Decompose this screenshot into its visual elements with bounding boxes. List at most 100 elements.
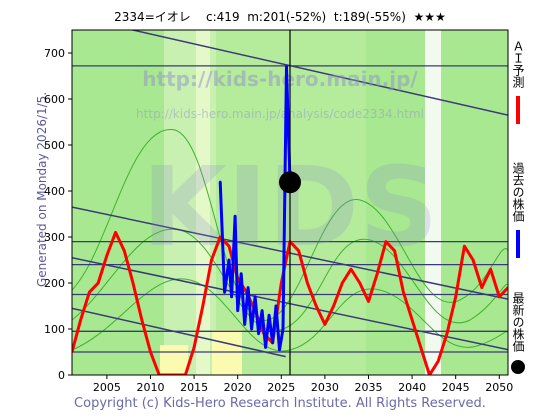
legend-past-label: 過去の株価 [511, 162, 525, 222]
series-0-point-31 [341, 281, 344, 285]
series-0-point-5 [114, 231, 117, 234]
pale-gap-2 [425, 30, 441, 375]
x-tick-label-5: 2030 [311, 381, 339, 394]
x-tick-label-4: 2025 [267, 381, 295, 394]
x-tick-label-8: 2045 [442, 381, 470, 394]
series-0-point-15 [201, 304, 204, 308]
watermark-url: http://kids-hero.main.jp/ [142, 67, 418, 91]
yellow-band-1 [160, 345, 188, 375]
series-0-point-26 [297, 249, 300, 252]
series-0-point-14 [192, 346, 196, 349]
series-1-point-16 [274, 304, 278, 308]
x-tick-label-1: 2010 [136, 381, 164, 394]
series-0-point-17 [219, 235, 222, 239]
series-0-point-6 [123, 249, 126, 252]
series-0-point-18 [227, 245, 231, 248]
chart-header: 2334=イオレ c:419 m:201(-52%) t:189(-55%) ★… [0, 8, 560, 25]
series-0-point-36 [384, 240, 388, 243]
x-axis: 2005 2010 2015 2020 2025 2030 2035 2040 2045 2050 [93, 375, 513, 394]
series-0-point-42 [437, 360, 440, 363]
max-value: m:201(-52%) [247, 10, 327, 24]
legend-ai-label: ＡＩ予測 [511, 40, 525, 88]
series-0-point-34 [367, 300, 370, 303]
series-0-point-7 [131, 281, 135, 285]
series-1-point-14 [267, 314, 271, 317]
series-1-point-0 [219, 180, 222, 183]
current-price: c:419 [206, 10, 240, 24]
legend-ai: ＡＩ予測 [510, 40, 527, 124]
rating-stars: ★★★ [413, 10, 446, 24]
series-0-point-47 [480, 286, 484, 289]
series-0-point-44 [454, 295, 457, 298]
series-0-point-40 [419, 346, 422, 349]
series-1-point-2 [227, 258, 231, 262]
y-tick-label-6: 600 [44, 93, 65, 106]
legend-latest: 最新の株価 [510, 292, 527, 374]
series-1-point-4 [233, 215, 237, 218]
series-0-point-46 [471, 258, 475, 262]
x-tick-label-2: 2015 [180, 381, 208, 394]
y-tick-label-5: 500 [44, 139, 65, 152]
legend-past: 過去の株価 [510, 162, 527, 258]
series-0-point-33 [358, 281, 361, 285]
plot-frame [71, 29, 509, 376]
series-1-point-18 [281, 327, 285, 331]
forecast-bands [72, 30, 508, 375]
y-axis: 0 100 200 300 400 500 600 700 [44, 47, 72, 382]
series-0-point-3 [96, 281, 100, 285]
x-tick-label-6: 2035 [354, 381, 382, 394]
series-0-point-27 [306, 281, 309, 285]
series-0-point-49 [498, 295, 501, 298]
legend-latest-dot [511, 359, 525, 374]
series-0-point-29 [323, 323, 327, 326]
series-0-point-1 [79, 318, 82, 321]
series-1-point-11 [257, 332, 260, 335]
series-0-point-4 [105, 254, 109, 257]
target-value: t:189(-55%) [333, 10, 406, 24]
series-0-point-43 [445, 332, 449, 335]
series-1-point-3 [230, 295, 233, 298]
series-1-point-17 [278, 348, 281, 351]
series-0-point-16 [210, 258, 213, 262]
series-1-point-6 [239, 272, 243, 275]
series-0-point-2 [88, 291, 91, 294]
series-1-point-13 [264, 346, 267, 349]
band-center [216, 30, 366, 375]
legend-past-swatch [516, 229, 520, 258]
x-tick-label-9: 2050 [485, 381, 513, 394]
y-tick-label-1: 100 [44, 323, 65, 336]
latest-price-marker [279, 171, 301, 194]
trend-line-3 [72, 307, 286, 358]
series-1 [218, 65, 292, 352]
series-0-point-38 [402, 291, 405, 294]
series-0-point-35 [376, 272, 379, 275]
copyright: Copyright (c) Kids-Hero Research Institu… [74, 396, 486, 411]
series-0-point-30 [332, 304, 335, 308]
series-0-point-39 [410, 318, 414, 321]
series-0-point-8 [140, 318, 143, 321]
x-tick-label-3: 2020 [224, 381, 252, 394]
watermark-url-2: http://kids-hero.main.jp/analysis/code23… [136, 107, 424, 121]
series-0-point-37 [393, 249, 396, 252]
y-tick-label-3: 300 [44, 231, 65, 244]
x-tick-label-7: 2040 [398, 381, 426, 394]
y-tick-label-2: 200 [44, 277, 65, 290]
legend-latest-label: 最新の株価 [511, 292, 525, 352]
series-1-point-7 [243, 323, 246, 326]
series-1-point-12 [260, 309, 264, 312]
series-1-point-10 [253, 295, 257, 298]
series-1-point-15 [271, 341, 274, 344]
series-0-point-28 [314, 304, 318, 308]
y-tick-label-4: 400 [44, 185, 65, 198]
series-0-point-48 [489, 268, 492, 271]
series-0-point-24 [280, 281, 283, 285]
marker-layer [279, 171, 301, 194]
x-tick-label-0: 2005 [93, 381, 121, 394]
series-1-point-9 [250, 327, 253, 331]
series-0-point-32 [349, 268, 353, 271]
legend-ai-swatch [516, 95, 520, 124]
stock-code: 2334=イオレ [114, 10, 191, 24]
series-0-point-45 [463, 245, 466, 248]
series-1-point-1 [223, 291, 226, 294]
